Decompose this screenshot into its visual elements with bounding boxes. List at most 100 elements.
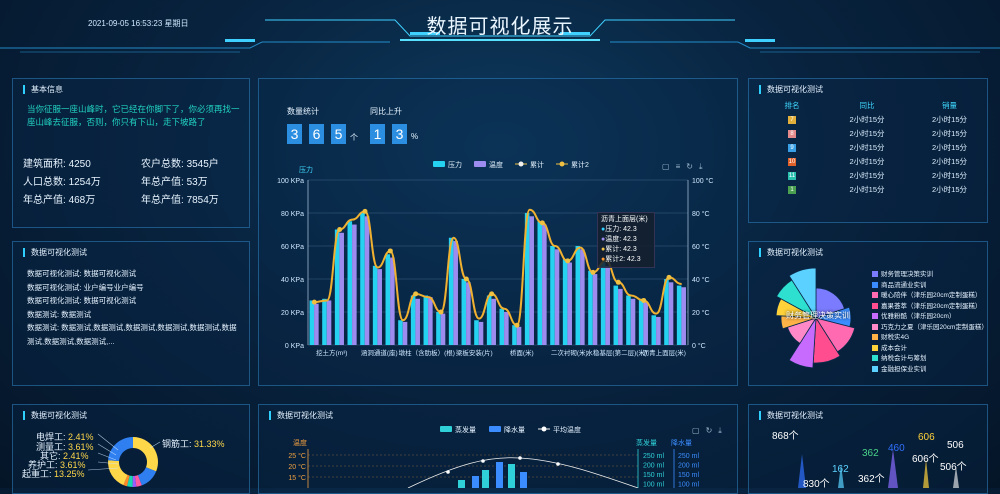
tooltip-row: ●温度: 42.3 [601,236,637,243]
refresh-icon[interactable]: ↻ [686,162,699,171]
pie-legend-item[interactable]: 嘉果荟萃（津乐园20cm定制蛋糕） [872,300,981,310]
cumulative-point [565,258,571,264]
pie-legend-item[interactable]: 商品流通业实训 [872,279,927,289]
legend-swatch [440,426,452,432]
avg-temp-point [446,470,450,474]
data-view-icon[interactable]: ≡ [675,162,687,171]
legend-label: 蒸发量 [455,425,476,434]
temperature-bar [440,313,446,345]
save-icon[interactable]: ▢ [692,426,706,435]
cumulative-point [438,309,444,315]
table-row: 8 2小时15分 2小时15分 [762,126,987,140]
pie-center-label: 财务管理决策实训 [786,311,850,320]
y-tick-label: 20 KPa [281,310,304,317]
ring-label-rebar: 钢筋工: 31.33% [162,439,225,449]
sales-cell: 2小时15分 [931,142,967,152]
pie-legend-item[interactable]: 财务管理决策实训 [872,268,933,278]
x-tick-label: 挖土方(m³) [316,348,347,357]
table-header: 排名 同比 销量 [784,101,958,110]
pie-slice [788,267,817,320]
header-frame [0,19,1000,53]
temperature-bar [402,321,408,345]
pie-legend-item[interactable]: 优雅粉酷（津乐园20cm） [872,310,955,320]
download-icon[interactable]: ⤓ [718,426,728,435]
tooltip-title: 沥青上面层(米) [601,216,648,223]
pressure-bar [638,298,644,345]
weather-bar [520,472,527,488]
pie-legend-item[interactable]: 巧克力之夏（津乐园20cm定制蛋糕） [872,321,988,331]
pressure-bar [461,279,467,345]
panel-title: 数据可视化测试 [23,411,87,420]
x-tick-label: 桥面(米) [510,348,534,357]
legend-label: 金融担保业实训 [881,365,927,373]
ring-segment [133,437,159,472]
list-item: 数据可视化测试: 数据可视化测试 [27,296,137,306]
legend-swatch [433,161,445,167]
legend-label: 温度 [489,160,503,169]
yoy-cell: 2小时15分 [849,170,885,180]
yoy-cell: 2小时15分 [849,128,885,138]
ring-label-crane: 起重工: 13.25% [22,469,85,479]
cumulative-point [615,279,621,285]
pressure-bar [575,246,581,345]
yoy-digit: 1 [370,124,385,144]
ring-segment [126,475,133,487]
y-axis-label: 温度 [293,438,307,447]
count-digit: 5 [331,124,346,144]
rank-badge: 9 [788,144,796,152]
y3-axis-label: 降水量 [671,438,692,447]
ring-label-other: 其它: 2.41% [40,451,89,461]
table-row: 11 2小时15分 2小时15分 [762,168,987,182]
y3-tick-label: 250 ml [678,453,699,460]
x-tick-label: 水稳基层(第二层)(米) [586,348,647,357]
pressure-bar [448,237,454,345]
pie-legend-item[interactable]: 财税实4G [872,331,909,341]
pressure-bar [613,285,619,345]
y-tick-label: 25 °C [288,452,306,460]
pressure-bar [410,295,416,345]
temperature-bar [352,224,357,345]
table-row: 1 2小时15分 2小时15分 [762,182,987,196]
value-label: 506个 [940,462,967,473]
y2-tick-label: 60 °C [692,243,710,251]
ring-segment [108,437,133,461]
y3-tick-label: 200 ml [678,463,699,470]
pressure-bar [372,265,378,345]
weather-bar [472,476,479,488]
temperature-bar [428,297,433,345]
pie-legend-item[interactable]: 金融担保业实训 [872,363,927,373]
save-icon[interactable]: ▢ [662,162,676,171]
pie-legend-item[interactable]: 暖心陪伴（津乐园20cm定制蛋糕） [872,289,981,299]
download-icon[interactable]: ⤓ [698,162,709,171]
legend-label: 平均温度 [553,425,581,434]
legend-swatch [489,426,501,432]
weather-bar [508,464,515,488]
toolbar-icons: ▢↻⤓ [692,426,728,436]
pie-legend-item[interactable]: 纳税会计与筹划 [872,352,927,362]
legend-swatch [872,334,878,341]
temperature-bar [605,265,610,345]
cumulative-point [311,299,317,305]
pressure-bar [322,298,327,345]
value-label: 162 [832,464,849,475]
legend-swatch [872,292,878,299]
legend-swatch [872,281,878,288]
cumulative-point [337,227,343,232]
table-row: 7 2小时15分 2小时15分 [762,112,987,126]
refresh-icon[interactable]: ↻ [705,426,719,435]
y2-tick-label: 100 ml [643,482,664,489]
stat-output-2: 年总产值: 468万 [23,195,96,206]
list-item: 数据可视化测试: 数据可视化测试 [27,269,137,278]
datetime: 2021-09-05 16:53:23 星期日 [88,19,189,28]
y-tick-label: 0 KPa [285,343,304,350]
legend-label: 纳税会计与筹划 [881,355,927,362]
page-title: 数据可视化展示 [426,16,574,38]
ring-chart [87,433,161,487]
temperature-bar [668,282,674,345]
list-item: 数据测试: 数据测试,数据测试,数据测试,数据测试,数据测试,数据 [27,323,237,333]
stat-output-1: 年总产值: 53万 [141,177,208,188]
pie-legend-item[interactable]: 成本会计 [872,342,907,352]
temperature-bar [339,232,344,345]
legend-swatch [872,355,878,362]
rank-badge: 8 [788,130,796,138]
